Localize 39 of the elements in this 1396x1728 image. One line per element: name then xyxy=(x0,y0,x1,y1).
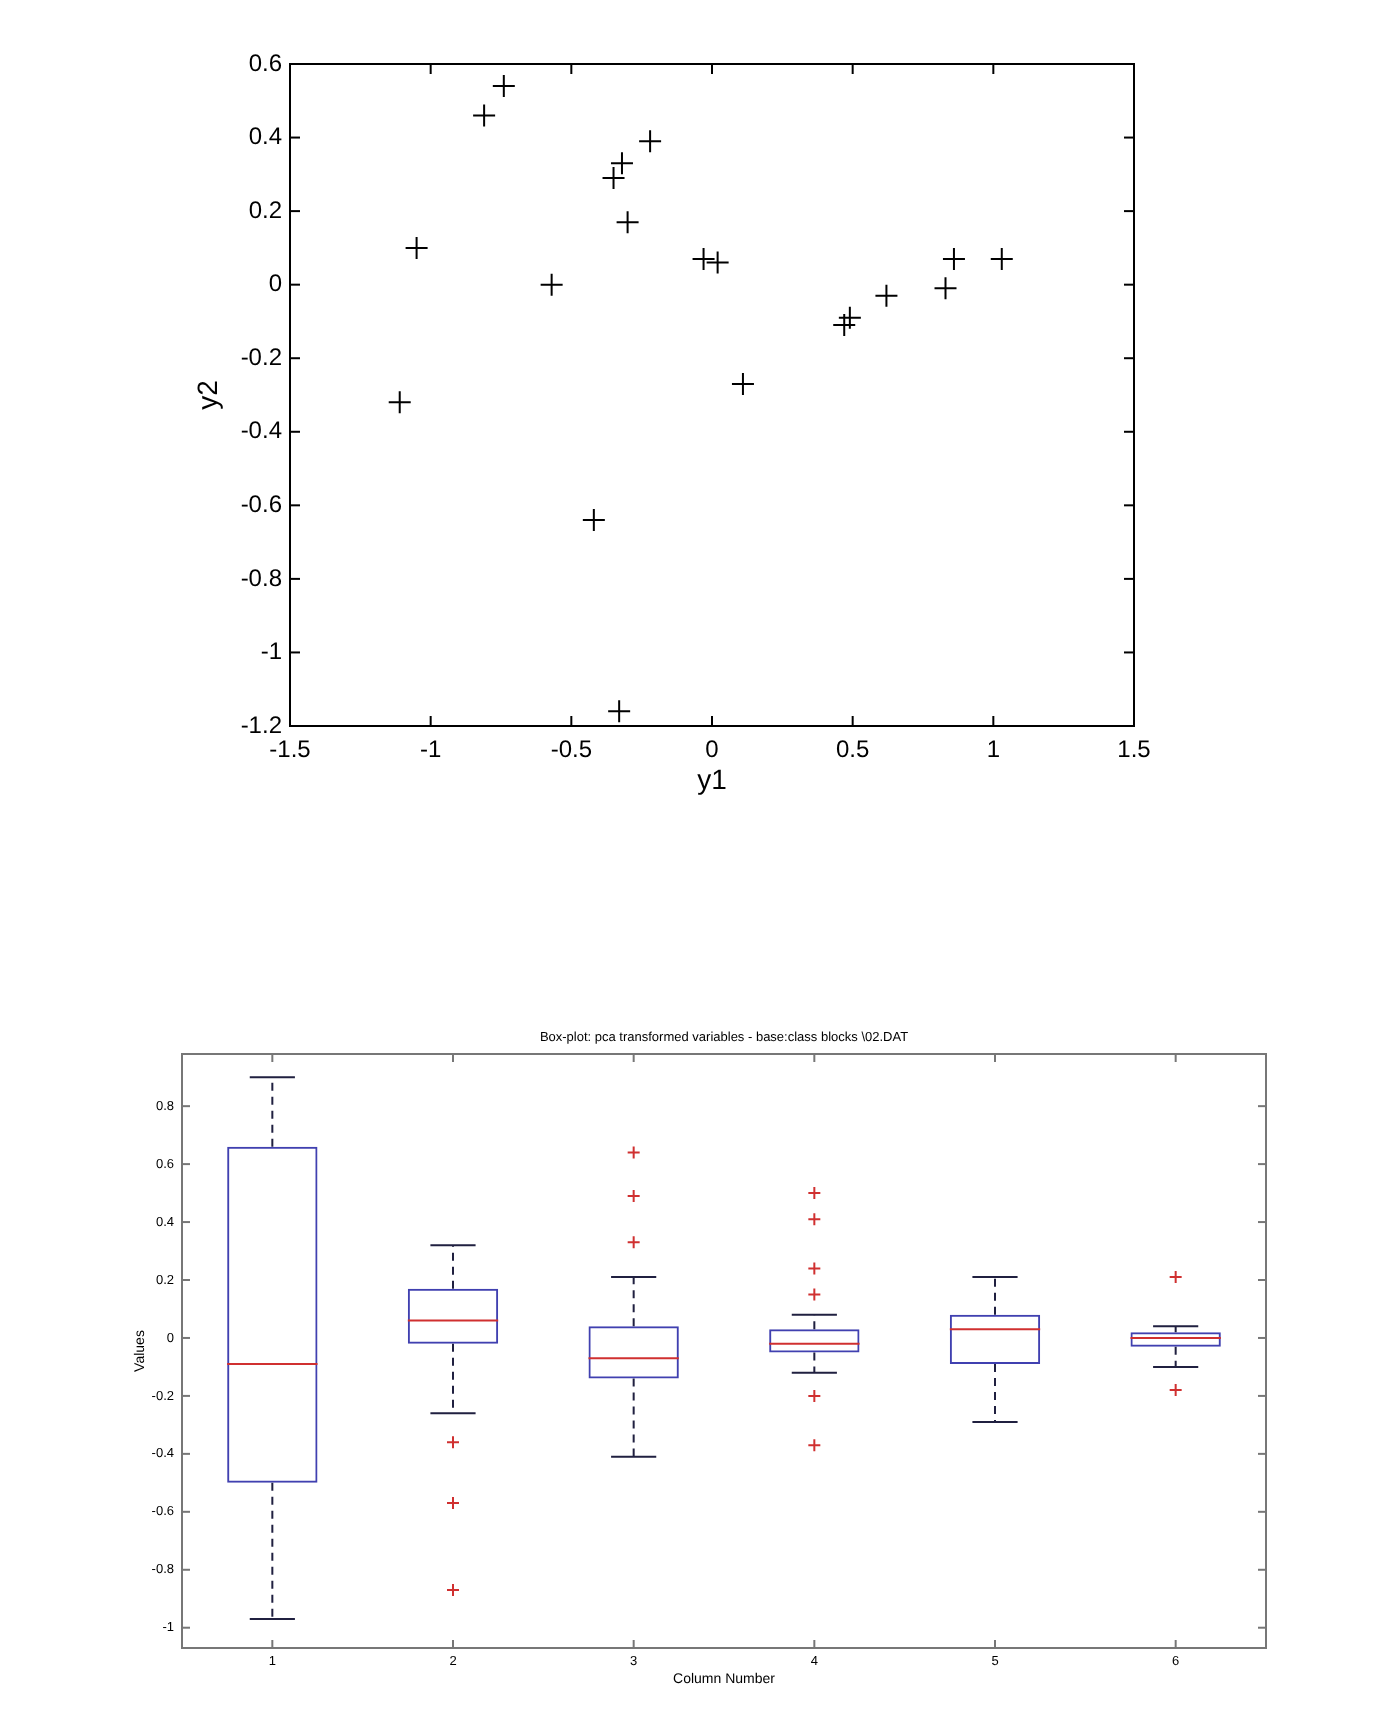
point xyxy=(837,305,862,330)
point xyxy=(691,246,716,271)
y-tick-label: -1.2 xyxy=(240,710,283,739)
x-tick-label: -0.5 xyxy=(550,735,593,764)
y-tick-label: -0.4 xyxy=(240,416,283,445)
point xyxy=(730,371,755,396)
x-tick-label: -1.5 xyxy=(269,735,312,764)
point xyxy=(387,390,412,415)
x-tick-label: 1 xyxy=(986,735,1001,764)
point xyxy=(607,699,632,724)
x-tick-label: 0 xyxy=(705,735,720,764)
y-tick-label: -0.8 xyxy=(240,563,283,592)
point xyxy=(874,283,899,308)
x-axis-title: y1 xyxy=(697,762,728,795)
x-tick-label: 1.5 xyxy=(1117,735,1152,764)
point xyxy=(638,129,663,154)
point xyxy=(941,246,966,271)
y-tick-label: 0.4 xyxy=(248,122,283,151)
point xyxy=(705,250,730,275)
y-tick-label: 0.6 xyxy=(248,48,283,77)
point xyxy=(989,246,1014,271)
y-tick-label: -0.6 xyxy=(240,489,283,518)
x-tick-label: 0.5 xyxy=(835,735,870,764)
point xyxy=(933,276,958,301)
point xyxy=(472,103,497,128)
point xyxy=(539,272,564,297)
y-tick-label: 0.2 xyxy=(248,195,283,224)
point xyxy=(615,210,640,235)
point xyxy=(601,166,626,191)
y-tick-label: -0.2 xyxy=(240,342,283,371)
y-tick-label: -1 xyxy=(260,637,283,666)
point xyxy=(491,74,516,99)
point xyxy=(609,151,634,176)
y-tick-label: 0 xyxy=(268,269,283,298)
y-axis-title: y2 xyxy=(190,379,223,410)
point xyxy=(581,508,606,533)
point xyxy=(404,235,429,260)
x-tick-label: -1 xyxy=(419,735,442,764)
point xyxy=(832,313,857,338)
